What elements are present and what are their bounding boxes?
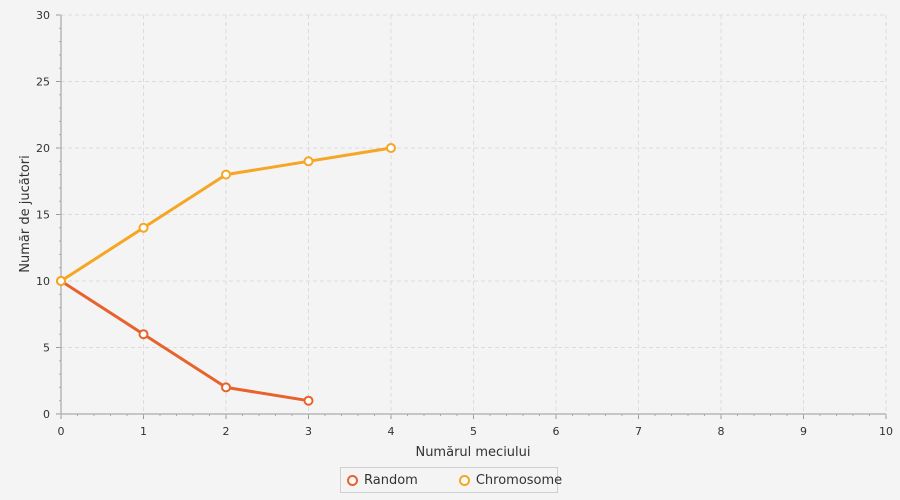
y-tick-label: 20: [36, 142, 50, 155]
x-tick-label: 2: [223, 425, 230, 438]
data-point-chromosome[interactable]: [386, 143, 396, 153]
data-point-chromosome[interactable]: [221, 169, 231, 180]
x-tick-label: 8: [718, 425, 725, 438]
legend-label-chromosome: Chromosome: [475, 472, 563, 488]
x-tick-label: 6: [553, 425, 560, 438]
x-axis-label: Numărul meciului: [415, 445, 530, 460]
y-ticks: 0 5 10 15 20 25 30: [36, 9, 61, 421]
x-ticks: 0 1 2 3 4 5 6 7 8 9 10: [58, 414, 893, 438]
series: [56, 143, 396, 406]
data-point-chromosome[interactable]: [56, 276, 66, 286]
y-tick-label: 0: [43, 408, 50, 421]
data-point-random[interactable]: [221, 382, 231, 393]
data-point-random[interactable]: [303, 395, 314, 406]
x-tick-label: 3: [305, 425, 312, 438]
legend-label-random: Random: [364, 472, 418, 488]
y-tick-label: 30: [36, 9, 50, 22]
legend-marker-chromosome: [458, 474, 470, 486]
x-tick-label: 4: [388, 425, 395, 438]
data-point-chromosome[interactable]: [138, 222, 149, 233]
y-tick-label: 10: [36, 275, 50, 288]
y-tick-label: 25: [36, 76, 50, 89]
legend-marker-random: [347, 474, 358, 486]
y-tick-label: 5: [43, 342, 50, 355]
grid: [61, 14, 887, 414]
data-point-random[interactable]: [138, 329, 149, 340]
x-tick-label: 5: [470, 425, 477, 438]
x-tick-label: 9: [800, 425, 807, 438]
y-axis-label: Număr de jucători: [18, 155, 33, 272]
x-tick-label: 1: [140, 425, 147, 438]
series-chromosome: [56, 143, 396, 286]
y-tick-label: 15: [36, 209, 50, 222]
data-point-chromosome[interactable]: [303, 156, 314, 167]
x-tick-label: 7: [635, 425, 642, 438]
series-line-random: [60, 279, 309, 403]
legend-item-chromosome[interactable]: Chromosome: [458, 472, 563, 488]
x-tick-label: 0: [58, 425, 65, 438]
plot-area: 0 1 2 3 4 5 6 7 8 9 10 0 5 10 15 20 25 30 Numărul meciul…: [18, 9, 893, 460]
legend-item-random[interactable]: Random: [347, 473, 418, 488]
series-random: [56, 276, 314, 406]
x-tick-label: 10: [879, 425, 893, 438]
legend: Random Chromosome: [340, 467, 562, 493]
